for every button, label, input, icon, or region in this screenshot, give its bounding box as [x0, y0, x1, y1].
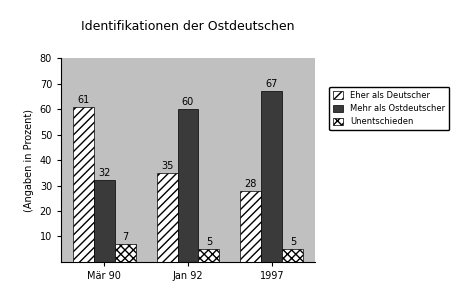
Bar	[241, 191, 261, 262]
Text: 35: 35	[161, 161, 173, 171]
Bar	[178, 109, 198, 262]
Bar	[157, 173, 178, 262]
Text: 32: 32	[98, 168, 110, 178]
Text: 28: 28	[245, 179, 257, 189]
Text: 67: 67	[266, 79, 278, 89]
Text: 7: 7	[122, 232, 128, 242]
Bar	[282, 249, 303, 262]
Text: 5: 5	[290, 237, 296, 247]
Bar	[73, 107, 94, 262]
Bar	[115, 244, 135, 262]
Text: Identifikationen der Ostdeutschen: Identifikationen der Ostdeutschen	[81, 20, 295, 33]
Bar	[261, 91, 282, 262]
Text: 61: 61	[77, 95, 89, 104]
Legend: Eher als Deutscher, Mehr als Ostdeutscher, Unentschieden: Eher als Deutscher, Mehr als Ostdeutsche…	[329, 87, 449, 130]
Text: 5: 5	[206, 237, 212, 247]
Bar	[94, 180, 115, 262]
Y-axis label: (Angaben in Prozent): (Angaben in Prozent)	[24, 109, 34, 212]
Text: 60: 60	[182, 97, 194, 107]
Bar	[198, 249, 219, 262]
